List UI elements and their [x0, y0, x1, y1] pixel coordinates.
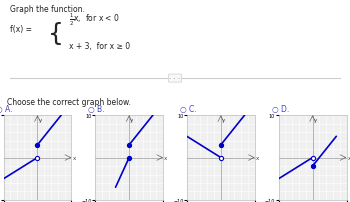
Text: Graph the function.: Graph the function. — [10, 4, 85, 14]
Text: ○ A.: ○ A. — [0, 105, 13, 114]
Text: Choose the correct graph below.: Choose the correct graph below. — [7, 97, 131, 106]
Text: y: y — [130, 118, 133, 123]
Text: x: x — [256, 155, 259, 160]
Text: y: y — [222, 118, 225, 123]
Text: y: y — [38, 118, 42, 123]
Text: x: x — [348, 155, 350, 160]
Text: $\frac{1}{2}$x,  for x < 0: $\frac{1}{2}$x, for x < 0 — [69, 12, 120, 28]
Text: · · ·: · · · — [169, 76, 181, 82]
Text: x + 3,  for x ≥ 0: x + 3, for x ≥ 0 — [69, 42, 130, 51]
Text: ○ C.: ○ C. — [180, 105, 196, 114]
Text: x: x — [164, 155, 167, 160]
Text: {: { — [48, 22, 64, 46]
Text: y: y — [314, 118, 317, 123]
Text: f(x) =: f(x) = — [10, 25, 32, 34]
Text: ○ B.: ○ B. — [88, 105, 105, 114]
Text: x: x — [72, 155, 76, 160]
Text: ○ D.: ○ D. — [272, 105, 289, 114]
